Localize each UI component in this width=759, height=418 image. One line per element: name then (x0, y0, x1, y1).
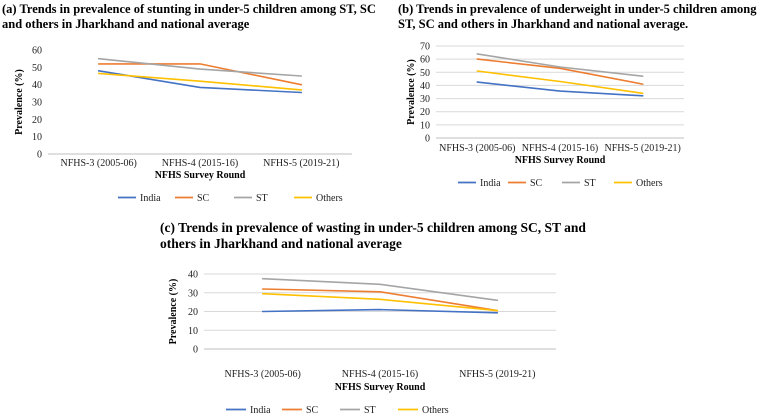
y-tick-label: 60 (420, 55, 430, 66)
legend-label-india: India (480, 178, 501, 189)
legend-label-sc: SC (530, 178, 543, 189)
y-tick-label: 30 (188, 288, 198, 299)
series-line-others (476, 70, 644, 95)
x-tick-label: NFHS-3 (2005-06) (60, 158, 136, 169)
series-line-st (476, 53, 644, 78)
x-axis-title: NFHS Survey Round (155, 170, 246, 181)
x-axis-title: NFHS Survey Round (335, 382, 426, 393)
x-tick-label: NFHS-4 (2015-16) (342, 369, 418, 380)
y-tick-label: 40 (32, 80, 42, 91)
x-tick-label: NFHS-5 (2019-21) (604, 143, 680, 154)
y-tick-label: 10 (32, 132, 42, 143)
legend-label-others: Others (422, 405, 449, 416)
series-line-others (97, 72, 303, 91)
series-line-st (97, 57, 303, 77)
legend-label-others: Others (316, 193, 343, 204)
legend-label-others: Others (636, 178, 663, 189)
y-tick-label: 20 (420, 107, 430, 118)
chart-a-title: (a) Trends in prevalence of stunting in … (2, 2, 376, 31)
y-tick-label: 60 (32, 46, 42, 57)
legend-label-st: ST (256, 193, 268, 204)
legend-label-st: ST (584, 178, 596, 189)
y-tick-label: 20 (188, 307, 198, 318)
y-tick-label: 40 (188, 270, 198, 281)
x-tick-label: NFHS-5 (2019-21) (263, 158, 339, 169)
x-tick-label: NFHS-4 (2015-16) (522, 143, 598, 154)
y-tick-label: 0 (193, 345, 198, 356)
x-tick-label: NFHS-5 (2019-21) (459, 369, 535, 380)
y-tick-label: 30 (32, 98, 42, 109)
y-axis-title: Prevalence (%) (168, 279, 179, 345)
series-line-sc (476, 58, 644, 85)
chart-c-title: (c) Trends in prevalence of wasting in u… (160, 220, 586, 251)
series-line-others (261, 292, 499, 312)
series-line-india (261, 308, 499, 314)
y-axis-title: Prevalence (%) (406, 59, 417, 125)
y-tick-label: 40 (420, 81, 430, 92)
x-tick-label: NFHS-4 (2015-16) (162, 158, 238, 169)
y-tick-label: 70 (420, 42, 430, 53)
chart-b-underweight: 0 10 20 30 40 50 60 70 NFHS-3 (2005-06) NFHS-4 (2… (406, 42, 684, 189)
legend-label-st: ST (364, 405, 376, 416)
y-tick-label: 0 (425, 134, 430, 145)
x-tick-label: NFHS-3 (2005-06) (439, 143, 515, 154)
legend-label-india: India (250, 405, 271, 416)
chart-c-wasting: 0 10 20 30 40 NFHS-3 (2005-06) NFHS-4 (2015-16… (168, 270, 556, 416)
y-tick-label: 0 (37, 150, 42, 161)
y-axis-title: Prevalence (%) (14, 69, 25, 135)
x-tick-label: NFHS-3 (2005-06) (224, 369, 300, 380)
chart-b-title: (b) Trends in prevalence of underweight … (398, 2, 757, 31)
series-line-sc (97, 63, 303, 86)
chart-a-stunting: 0 10 20 30 40 50 60 NFHS-3 (2005-06) NFHS-4 (201… (14, 46, 352, 204)
y-tick-label: 50 (420, 68, 430, 79)
y-tick-label: 10 (188, 326, 198, 337)
y-tick-label: 10 (420, 120, 430, 131)
x-axis-title: NFHS Survey Round (515, 155, 606, 166)
legend-label-india: India (140, 193, 161, 204)
y-tick-label: 30 (420, 94, 430, 105)
legend-label-sc: SC (197, 193, 210, 204)
series-line-sc (261, 288, 499, 312)
legend-label-sc: SC (306, 405, 319, 416)
y-tick-label: 20 (32, 115, 42, 126)
series-line-st (261, 277, 499, 302)
series-line-india (476, 81, 644, 97)
y-tick-label: 50 (32, 63, 42, 74)
